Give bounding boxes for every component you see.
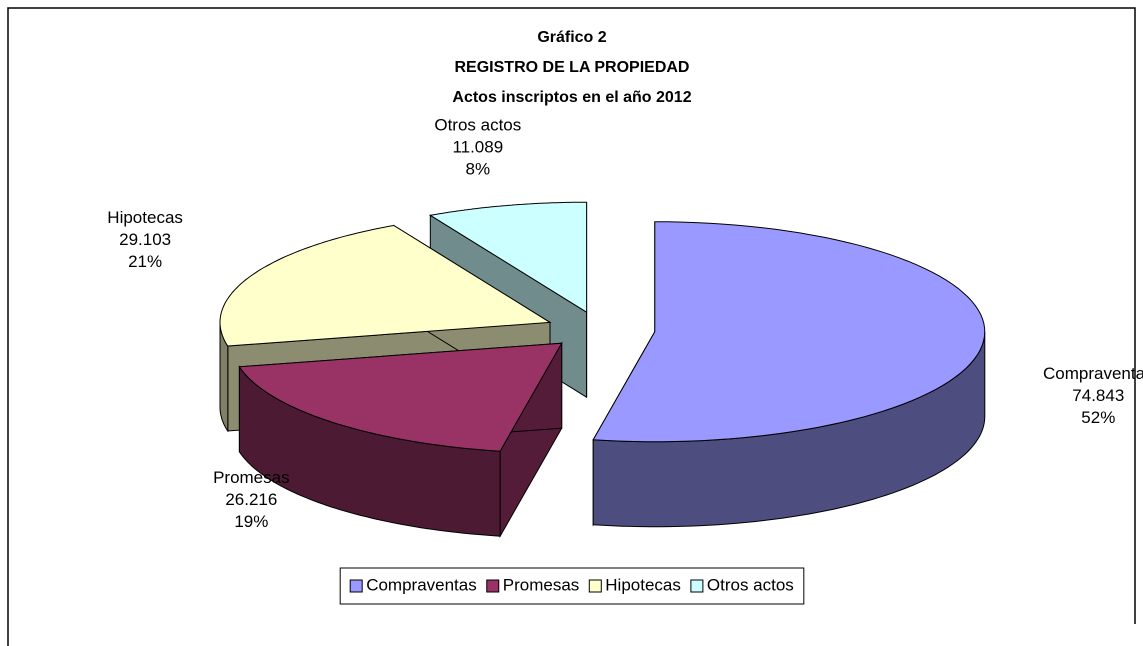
- data-label: 29.103: [119, 230, 171, 249]
- data-label: 19%: [234, 512, 268, 531]
- legend-label: Compraventas: [366, 575, 477, 594]
- chart-subtitle: Actos inscriptos en el año 2012: [452, 89, 691, 106]
- data-label: 11.089: [452, 138, 503, 157]
- chart-frame: [7, 7, 1136, 646]
- data-label: 52%: [1081, 408, 1115, 427]
- slice-top: [428, 201, 588, 314]
- legend-label: Promesas: [503, 575, 580, 594]
- data-label: Hipotecas: [107, 208, 183, 227]
- legend: Compraventas Promesas Hipotecas Otros actos: [339, 567, 805, 605]
- data-label: Compraventas: [1043, 364, 1143, 383]
- legend-swatch: [588, 579, 602, 593]
- legend-box: [339, 567, 805, 605]
- data-label: 26.216: [225, 490, 277, 509]
- chart-title: Gráfico 2: [537, 29, 606, 46]
- data-label: Otros actos: [434, 116, 521, 135]
- legend-label: Hipotecas: [605, 575, 681, 594]
- legend-label: Otros actos: [707, 575, 794, 594]
- pie-slice: [592, 221, 986, 528]
- legend-swatch: [349, 579, 363, 593]
- data-label: 8%: [466, 160, 491, 179]
- pie: [219, 201, 986, 539]
- data-label: 21%: [128, 252, 162, 271]
- pie-slice: [238, 341, 563, 539]
- chart-subtitle: REGISTRO DE LA PROPIEDAD: [455, 59, 690, 76]
- slice-top: [219, 224, 552, 347]
- legend-swatch: [690, 579, 704, 593]
- data-label: 74.843: [1072, 386, 1124, 405]
- slice-top: [238, 342, 563, 452]
- legend-swatch: [486, 579, 500, 593]
- slice-top: [592, 221, 986, 443]
- data-labels: Compraventas 74.843 52% Promesas 26.216 19% Hi…: [107, 116, 1143, 531]
- data-label: Promesas: [213, 468, 290, 487]
